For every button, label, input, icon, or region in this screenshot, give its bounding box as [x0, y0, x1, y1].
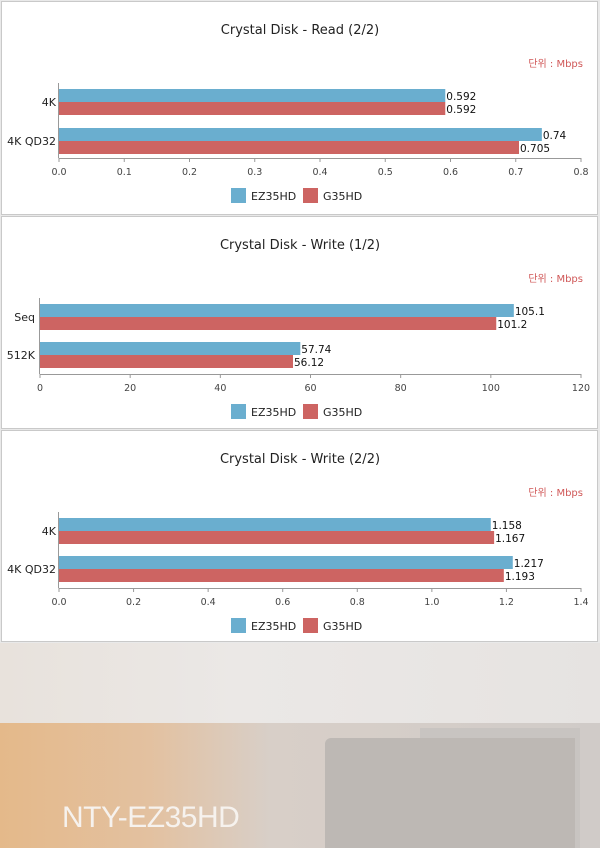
x-tick-label: 0.1: [117, 167, 132, 178]
category-label: Seq: [14, 311, 35, 324]
x-tick-label: 1.2: [499, 597, 514, 608]
dock-silhouette: [325, 738, 575, 848]
bar-g35hd: [59, 569, 504, 582]
unit-label: 단위 : Mbps: [528, 57, 583, 70]
data-label: 1.167: [495, 533, 525, 545]
chart-title: Crystal Disk - Write (1/2): [220, 238, 380, 253]
bar-ez35hd: [59, 518, 491, 531]
chart-panel-write-2: Crystal Disk - Write (2/2) 단위 : Mbps 0.0 0.…: [1, 430, 598, 642]
legend-swatch-ez35hd: [231, 404, 246, 419]
bar-ez35hd: [59, 89, 446, 102]
legend-swatch-g35hd: [303, 404, 318, 419]
x-tick-label: 0.4: [312, 167, 327, 178]
bar-ez35hd: [59, 128, 542, 141]
chart-title: Crystal Disk - Write (2/2): [220, 452, 380, 467]
data-label: 1.193: [505, 571, 535, 583]
x-tick-label: 0.4: [201, 597, 216, 608]
x-tick-label: 40: [214, 383, 226, 394]
legend-label-g35hd: G35HD: [323, 406, 362, 419]
bar-ez35hd: [59, 556, 513, 569]
chart-write-1-of-2: Crystal Disk - Write (1/2) 단위 : Mbps 0 20 40…: [7, 238, 590, 419]
bar-g35hd: [40, 317, 497, 330]
data-label: 1.217: [514, 558, 544, 570]
data-label: 0.592: [446, 104, 476, 116]
category-label: 4K: [42, 96, 57, 109]
legend-swatch-g35hd: [303, 188, 318, 203]
data-label: 0.74: [543, 130, 567, 142]
x-tick-label: 100: [482, 383, 500, 394]
category-label: 4K QD32: [7, 563, 56, 576]
legend-label-g35hd: G35HD: [323, 190, 362, 203]
data-label: 101.2: [497, 319, 527, 331]
x-tick-label: 0.6: [443, 167, 458, 178]
chart-read-2-of-2: Crystal Disk - Read (2/2) 단위 : Mbps 0.0 0.1…: [7, 23, 589, 203]
photo-band-top: [0, 643, 600, 723]
x-tick-label: 1.4: [573, 597, 588, 608]
chart-write-2-of-2: Crystal Disk - Write (2/2) 단위 : Mbps 0.0 0.…: [7, 452, 589, 633]
data-label: 0.705: [520, 143, 550, 155]
legend-label-ez35hd: EZ35HD: [251, 190, 296, 203]
bar-g35hd: [59, 102, 446, 115]
product-photo-background: NTY-EZ35HD: [0, 643, 600, 848]
data-label: 0.592: [446, 91, 476, 103]
chart-panel-read: Crystal Disk - Read (2/2) 단위 : Mbps 0.0 0.1…: [1, 1, 598, 215]
data-label: 1.158: [492, 520, 522, 532]
unit-label: 단위 : Mbps: [528, 272, 583, 285]
legend-label-ez35hd: EZ35HD: [251, 406, 296, 419]
legend-swatch-ez35hd: [231, 618, 246, 633]
x-tick-label: 80: [395, 383, 407, 394]
bar-g35hd: [40, 355, 294, 368]
bar-g35hd: [59, 141, 520, 154]
x-tick-label: 0.3: [247, 167, 262, 178]
x-tick-label: 0.2: [182, 167, 197, 178]
category-label: 4K: [42, 525, 57, 538]
x-tick-label: 0.0: [51, 597, 66, 608]
product-name-watermark: NTY-EZ35HD: [62, 801, 240, 834]
legend-swatch-ez35hd: [231, 188, 246, 203]
category-label: 512K: [7, 349, 36, 362]
x-tick-label: 0.8: [573, 167, 588, 178]
legend-swatch-g35hd: [303, 618, 318, 633]
bar-ez35hd: [40, 304, 514, 317]
x-tick-label: 1.0: [424, 597, 439, 608]
x-tick-label: 0.2: [126, 597, 141, 608]
x-tick-label: 20: [124, 383, 136, 394]
legend-label-ez35hd: EZ35HD: [251, 620, 296, 633]
x-tick-label: 0.0: [51, 167, 66, 178]
category-label: 4K QD32: [7, 135, 56, 148]
x-tick-label: 0.5: [378, 167, 393, 178]
bar-g35hd: [59, 531, 495, 544]
x-tick-label: 0.6: [275, 597, 290, 608]
chart-panel-write-1: Crystal Disk - Write (1/2) 단위 : Mbps 0 20 40…: [1, 216, 598, 429]
legend-label-g35hd: G35HD: [323, 620, 362, 633]
x-tick-label: 0.7: [508, 167, 523, 178]
chart-title: Crystal Disk - Read (2/2): [221, 23, 379, 38]
x-tick-label: 0.8: [350, 597, 365, 608]
x-tick-label: 60: [304, 383, 316, 394]
data-label: 105.1: [515, 306, 545, 318]
bar-ez35hd: [40, 342, 301, 355]
data-label: 56.12: [294, 357, 324, 369]
data-label: 57.74: [301, 344, 331, 356]
unit-label: 단위 : Mbps: [528, 486, 583, 499]
x-tick-label: 120: [572, 383, 590, 394]
x-tick-label: 0: [37, 383, 43, 394]
